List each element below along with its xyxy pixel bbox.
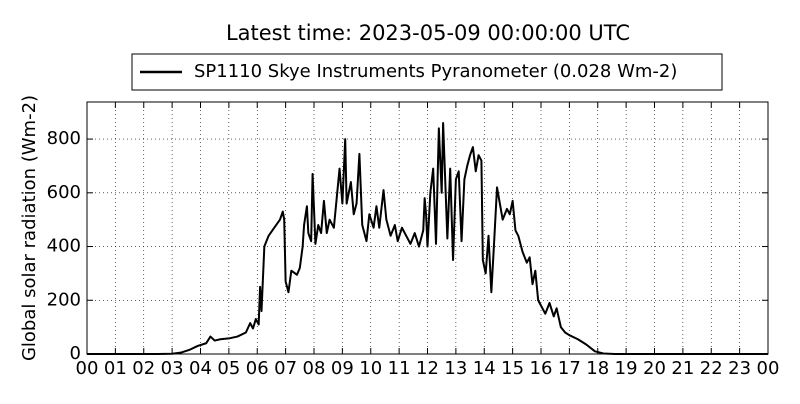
- data-line: [87, 121, 768, 355]
- x-tick-label: 03: [161, 358, 184, 379]
- x-tick-label: 09: [331, 358, 354, 379]
- x-tick-label: 02: [132, 358, 155, 379]
- x-tick-label: 01: [104, 358, 127, 379]
- y-axis-label: Global solar radiation (Wm-2): [19, 95, 40, 361]
- x-tick-label: 06: [246, 358, 269, 379]
- x-tick-label: 14: [473, 358, 496, 379]
- x-tick-label: 21: [671, 358, 694, 379]
- x-tick-label: 05: [217, 358, 240, 379]
- legend-label: SP1110 Skye Instruments Pyranometer (0.0…: [194, 61, 677, 82]
- y-tick-label: 200: [47, 289, 81, 310]
- x-tick-label: 19: [615, 358, 638, 379]
- y-tick-label: 0: [70, 343, 81, 364]
- x-tick-label: 20: [643, 358, 666, 379]
- x-tick-label: 10: [359, 358, 382, 379]
- x-tick-label: 11: [388, 358, 411, 379]
- plot-frame: [86, 101, 769, 355]
- legend-box: [131, 53, 723, 91]
- x-tick-label: 12: [416, 358, 439, 379]
- x-tick-label: 23: [728, 358, 751, 379]
- x-tick-label: 00: [757, 358, 780, 379]
- x-tick-label: 15: [501, 358, 524, 379]
- x-tick-label: 04: [189, 358, 212, 379]
- x-tick-label: 22: [700, 358, 723, 379]
- y-tick-label: 400: [47, 236, 81, 257]
- x-tick-label: 07: [274, 358, 297, 379]
- chart-title: Latest time: 2023-05-09 00:00:00 UTC: [226, 21, 630, 45]
- x-tick-label: 13: [444, 358, 467, 379]
- x-tick-label: 17: [558, 358, 581, 379]
- y-tick-label: 600: [47, 182, 81, 203]
- x-tick-label: 18: [586, 358, 609, 379]
- x-tick-label: 00: [76, 358, 99, 379]
- x-tick-label: 16: [530, 358, 553, 379]
- x-tick-label: 08: [303, 358, 326, 379]
- y-tick-label: 800: [47, 128, 81, 149]
